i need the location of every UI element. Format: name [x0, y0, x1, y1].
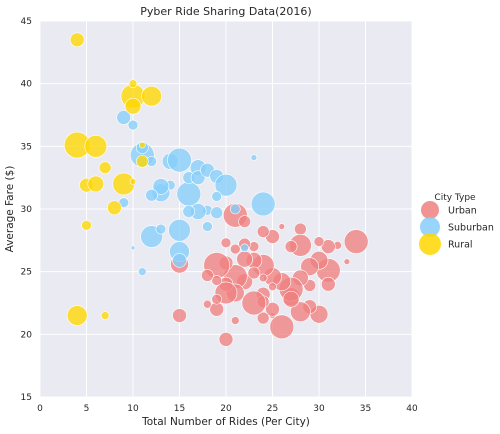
- rural-point: [69, 32, 85, 48]
- urban-point: [282, 290, 300, 308]
- suburban-point: [176, 181, 202, 207]
- urban-point: [343, 258, 351, 265]
- suburban-point: [116, 110, 131, 125]
- rural-point: [136, 155, 149, 168]
- legend-label-urban: Urban: [448, 206, 477, 217]
- urban-point: [265, 301, 280, 317]
- legend-title: City Type: [434, 193, 476, 203]
- suburban-point: [168, 219, 191, 242]
- urban-point: [247, 266, 261, 280]
- y-axis-label: Average Fare ($): [4, 166, 16, 253]
- x-axis-label: Total Number of Rides (Per City): [141, 416, 310, 428]
- suburban-point: [250, 191, 276, 217]
- rural-point: [107, 200, 122, 216]
- urban-point: [236, 250, 253, 268]
- urban-point: [230, 243, 241, 255]
- x-tick-label: 25: [267, 404, 278, 414]
- rural-point: [81, 219, 92, 231]
- urban-point: [268, 282, 277, 292]
- x-tick-label: 30: [313, 404, 325, 414]
- urban-point: [313, 236, 325, 247]
- urban-point: [241, 290, 267, 316]
- urban-point: [284, 240, 298, 253]
- rural-point: [139, 141, 146, 149]
- suburban-point: [211, 191, 222, 202]
- urban-point: [320, 276, 336, 292]
- urban-point: [256, 311, 270, 325]
- y-tick-label: 15: [21, 393, 32, 403]
- suburban-point: [155, 223, 167, 235]
- urban-point: [211, 293, 222, 305]
- suburban-point: [240, 243, 249, 253]
- suburban-point: [214, 173, 238, 197]
- suburban-point: [130, 245, 136, 251]
- legend-marker-rural: [419, 233, 441, 255]
- suburban-point: [138, 267, 147, 276]
- rural-point: [100, 311, 110, 320]
- x-tick-label: 20: [220, 404, 232, 414]
- suburban-point: [210, 206, 223, 220]
- x-tick-label: 10: [127, 404, 139, 414]
- x-tick-label: 15: [174, 404, 185, 414]
- suburban-point: [202, 221, 213, 232]
- x-tick-label: 40: [406, 404, 418, 414]
- data-points: [63, 32, 369, 347]
- suburban-point: [145, 188, 158, 202]
- y-tick-label: 30: [21, 205, 33, 215]
- urban-point: [172, 308, 187, 323]
- suburban-point: [172, 253, 187, 268]
- legend-marker-suburban: [420, 217, 440, 237]
- suburban-point: [152, 178, 170, 195]
- rural-point: [141, 85, 162, 107]
- urban-point: [258, 273, 268, 283]
- rural-point: [66, 305, 88, 326]
- y-tick-label: 35: [21, 142, 32, 152]
- suburban-point: [167, 147, 192, 173]
- rural-point: [87, 175, 105, 193]
- legend-marker-urban: [421, 201, 439, 219]
- urban-point: [218, 332, 234, 347]
- x-tick-label: 35: [360, 404, 371, 414]
- suburban-point: [182, 205, 196, 218]
- rural-point: [84, 135, 108, 158]
- urban-point: [231, 316, 240, 325]
- x-tick-labels: 0 5 10 15 20 25 30 35 40: [37, 404, 418, 414]
- y-tick-label: 25: [21, 268, 32, 278]
- legend: City Type Urban Suburban Rural: [419, 193, 494, 255]
- urban-point: [203, 299, 212, 309]
- urban-point: [343, 229, 369, 254]
- urban-point: [300, 257, 320, 276]
- urban-point: [290, 301, 311, 323]
- y-tick-label: 40: [21, 80, 33, 90]
- legend-label-rural: Rural: [448, 240, 473, 251]
- chart-title: Pyber Ride Sharing Data(2016): [140, 5, 311, 18]
- suburban-point: [127, 119, 139, 131]
- urban-point: [256, 225, 270, 238]
- suburban-point: [230, 203, 241, 215]
- legend-label-suburban: Suburban: [448, 223, 494, 234]
- urban-point: [320, 239, 336, 254]
- y-tick-labels: 15 20 25 30 35 40 45: [21, 17, 33, 403]
- x-tick-label: 5: [84, 404, 90, 414]
- rural-point: [129, 178, 137, 185]
- urban-point: [294, 222, 307, 236]
- x-tick-label: 0: [37, 404, 43, 414]
- y-tick-label: 20: [21, 330, 33, 340]
- urban-point: [201, 269, 214, 282]
- rural-point: [98, 161, 112, 174]
- urban-point: [220, 237, 232, 249]
- rural-point: [124, 97, 142, 115]
- y-tick-label: 45: [21, 17, 32, 27]
- urban-point: [278, 223, 286, 230]
- urban-point: [211, 275, 222, 286]
- urban-point: [269, 314, 295, 340]
- rural-point: [128, 79, 138, 88]
- suburban-point: [250, 154, 258, 161]
- urban-point: [238, 215, 251, 228]
